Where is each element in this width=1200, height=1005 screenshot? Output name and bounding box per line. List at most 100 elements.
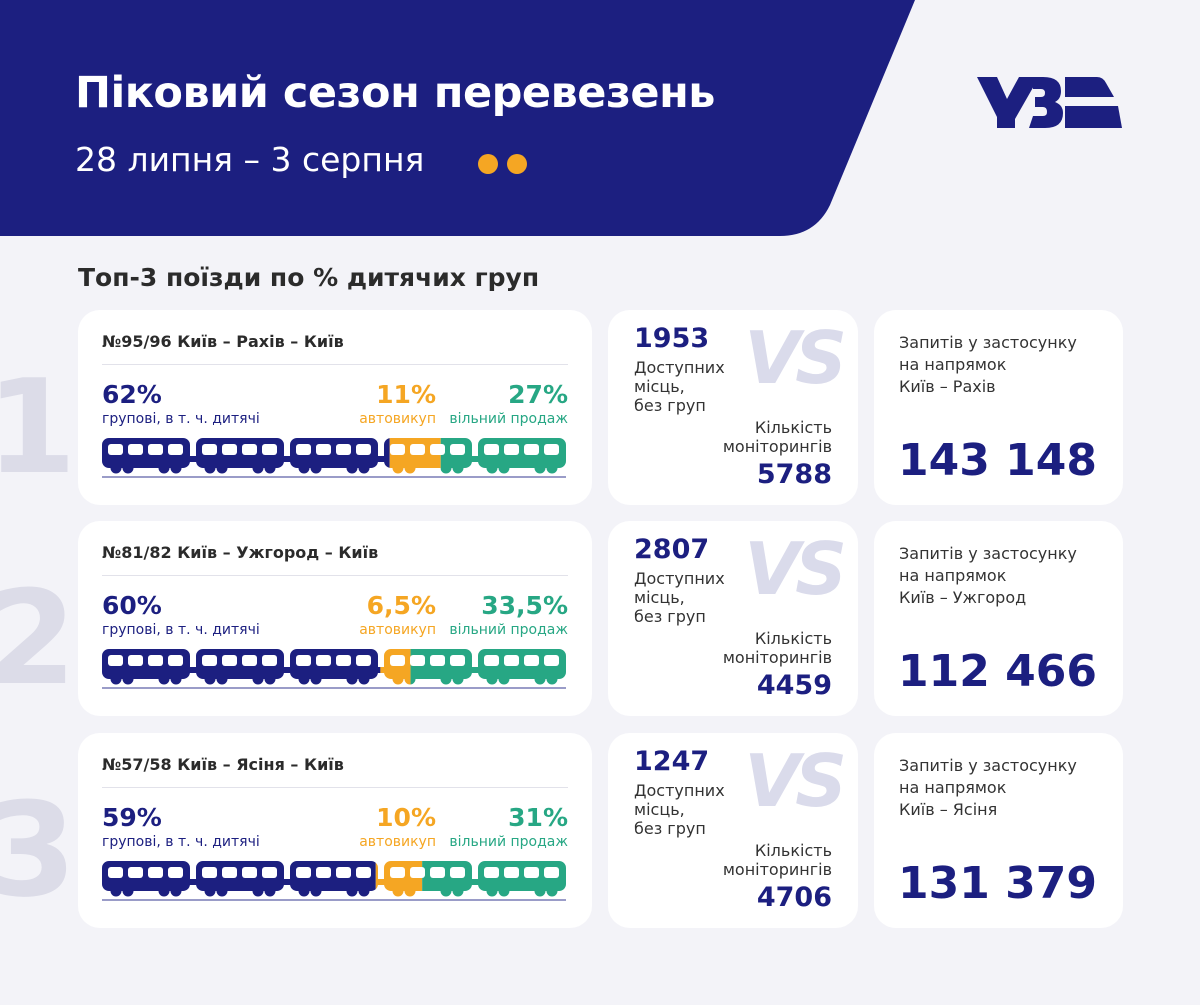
free-percent: 33,5% [481, 591, 568, 620]
label-line: без груп [634, 819, 706, 838]
free-label: вільний продаж [449, 411, 568, 427]
groups-percent: 62% [102, 380, 162, 409]
rank-number: 3 [0, 774, 77, 926]
label-line: Доступних [634, 358, 725, 377]
available-label: Доступних місць, без груп [634, 358, 725, 415]
window [148, 867, 163, 878]
window [410, 867, 425, 878]
window [202, 867, 217, 878]
window [544, 867, 559, 878]
window [356, 867, 371, 878]
window [390, 444, 405, 455]
window [316, 867, 331, 878]
label-line: Запитів у застосунку [899, 756, 1077, 775]
window [168, 867, 183, 878]
train-seat-distribution [102, 438, 566, 478]
label-line: на напрямок [899, 778, 1007, 797]
window [316, 655, 331, 666]
window [544, 655, 559, 666]
rail [102, 476, 566, 478]
seats-card: VS 2807 Доступних місць, без груп Кількі… [608, 521, 858, 716]
window [108, 867, 123, 878]
window [390, 655, 405, 666]
window [524, 655, 539, 666]
label-line: Кількість [754, 629, 832, 648]
date-range: 28 липня – 3 серпня [75, 140, 425, 179]
window [316, 444, 331, 455]
window [410, 444, 425, 455]
free-segment [440, 438, 566, 474]
requests-label: Запитів у застосунку на напрямок Київ – … [899, 332, 1077, 398]
available-seats: 1953 [634, 323, 710, 354]
window [296, 444, 311, 455]
window [450, 444, 465, 455]
window [504, 867, 519, 878]
window [544, 444, 559, 455]
seats-card: VS 1247 Доступних місць, без груп Кількі… [608, 733, 858, 928]
rank-number: 1 [0, 351, 77, 503]
rail [102, 899, 566, 901]
groups-segment [102, 649, 381, 685]
groups-label: групові, в т. ч. дитячі [102, 411, 260, 427]
page-title: Піковий сезон перевезень [75, 68, 716, 118]
header-banner [0, 0, 915, 236]
direction: Київ – Ясіня [899, 800, 998, 819]
train-name: №57/58 Київ – Ясіня – Київ [102, 755, 344, 774]
window [262, 444, 277, 455]
window [484, 444, 499, 455]
window [242, 867, 257, 878]
label-line: місць, [634, 377, 685, 396]
window [524, 867, 539, 878]
requests-count: 143 148 [897, 435, 1097, 486]
auto-label: автовикуп [359, 834, 436, 850]
window [222, 655, 237, 666]
window [336, 655, 351, 666]
window [148, 655, 163, 666]
vs-mark: VS [744, 739, 847, 823]
window [450, 867, 465, 878]
window [262, 867, 277, 878]
vs-mark: VS [744, 316, 847, 400]
window [504, 655, 519, 666]
free-percent: 27% [508, 380, 568, 409]
window [108, 444, 123, 455]
train-seat-distribution [102, 861, 566, 901]
groups-percent: 59% [102, 803, 162, 832]
train-name: №81/82 Київ – Ужгород – Київ [102, 543, 379, 562]
label-line: місць, [634, 588, 685, 607]
groups-percent: 60% [102, 591, 162, 620]
requests-count: 112 466 [897, 646, 1097, 697]
free-segment [422, 861, 566, 897]
rail [102, 687, 566, 689]
window [296, 655, 311, 666]
train-card: №81/82 Київ – Ужгород – Київ 60% групові… [78, 521, 592, 716]
label-line: моніторингів [722, 860, 832, 879]
monitorings-count: 4706 [756, 882, 832, 913]
groups-label: групові, в т. ч. дитячі [102, 834, 260, 850]
window [148, 444, 163, 455]
window [222, 867, 237, 878]
direction: Київ – Рахів [899, 377, 996, 396]
window [168, 444, 183, 455]
label-line: на напрямок [899, 355, 1007, 374]
train-card: №95/96 Київ – Рахів – Київ 62% групові, … [78, 310, 592, 505]
label-line: без груп [634, 396, 706, 415]
monitorings-label: Кількість моніторингів [723, 841, 832, 879]
divider [102, 364, 568, 365]
available-label: Доступних місць, без груп [634, 569, 725, 626]
window [128, 867, 143, 878]
window [356, 444, 371, 455]
available-label: Доступних місць, без груп [634, 781, 725, 838]
requests-card: Запитів у застосунку на напрямок Київ – … [874, 521, 1123, 716]
window [430, 655, 445, 666]
window [390, 867, 405, 878]
window [484, 867, 499, 878]
label-line: Кількість [754, 418, 832, 437]
window [202, 444, 217, 455]
decor-dot [478, 154, 498, 174]
requests-count: 131 379 [897, 858, 1097, 909]
window [524, 444, 539, 455]
free-percent: 31% [508, 803, 568, 832]
label-line: Запитів у застосунку [899, 333, 1077, 352]
requests-card: Запитів у застосунку на напрямок Київ – … [874, 733, 1123, 928]
